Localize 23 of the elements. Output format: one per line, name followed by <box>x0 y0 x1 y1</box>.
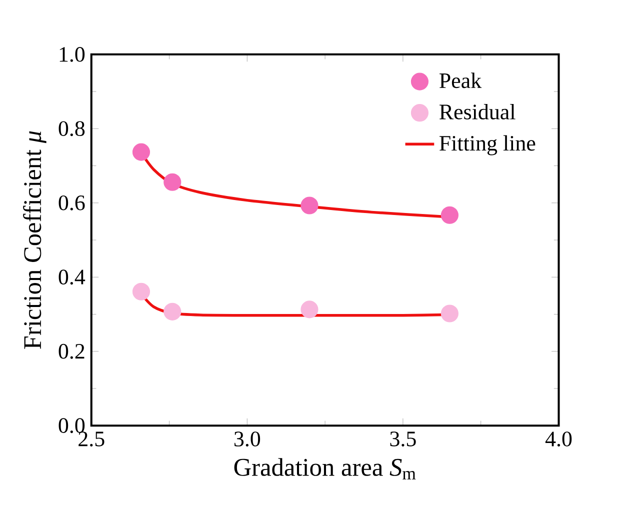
x-axis-title: Gradation area S$_{m}$ <box>234 458 416 480</box>
x-tick-label: 2.5 <box>78 431 104 446</box>
y-tick-label: 1.0 <box>60 46 85 62</box>
x-tick-label: 3.0 <box>234 431 260 446</box>
y-tick-label: 0.0 <box>58 418 85 433</box>
legend-label: Peak <box>440 72 482 88</box>
point <box>132 282 150 300</box>
point <box>164 173 182 191</box>
y-tick-label: 0.4 <box>58 270 86 284</box>
legend-label: Residual <box>440 104 516 120</box>
y-tick-label: 0.6 <box>58 195 85 210</box>
y-tick-label: 0.8 <box>58 121 85 136</box>
y-axis-title: Friction Coefficient μ <box>23 131 46 349</box>
point <box>440 206 458 224</box>
x-tick-label: 4.0 <box>545 431 572 446</box>
legend-label: Fitting line <box>440 135 536 156</box>
point <box>132 143 150 161</box>
point <box>300 196 318 214</box>
point <box>300 300 318 318</box>
point <box>440 304 458 322</box>
point <box>164 302 182 320</box>
y-tick-label: 0.2 <box>58 344 84 359</box>
x-tick-label: 3.5 <box>390 431 416 446</box>
